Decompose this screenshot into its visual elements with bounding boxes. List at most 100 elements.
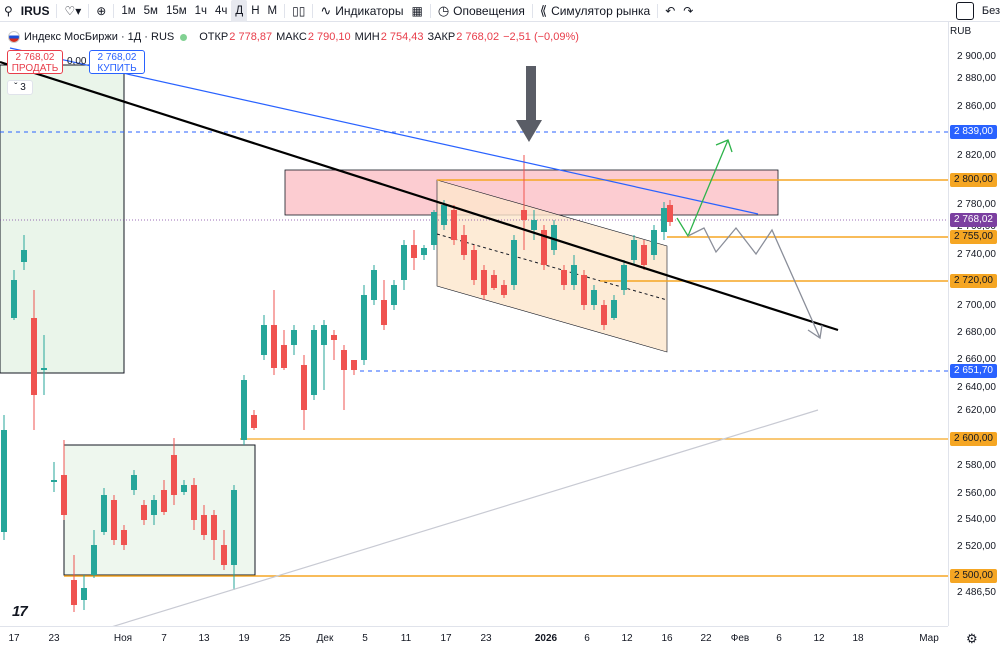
settings-icon[interactable]: ⚙ xyxy=(966,631,978,646)
candle-down xyxy=(61,475,67,515)
forecast-grey-path[interactable] xyxy=(687,226,821,339)
plus-icon[interactable]: ⊕ xyxy=(96,3,107,18)
price-tick-label: 2 560,00 xyxy=(957,488,996,499)
toolbar-divider xyxy=(113,3,115,18)
interval-5m[interactable]: 5м xyxy=(143,4,158,17)
price-level-tag[interactable]: 2 500,00 xyxy=(950,569,997,583)
candle-down xyxy=(351,360,357,370)
price-tick-label: 2 486,50 xyxy=(957,587,996,598)
candle-down xyxy=(341,350,347,370)
undo-icon[interactable]: ↶ xyxy=(665,3,676,18)
price-level-tag[interactable]: 2 651,70 xyxy=(950,364,997,378)
buy-button[interactable]: 2 768,02 КУПИТЬ xyxy=(89,50,145,74)
layout-button[interactable] xyxy=(955,1,974,20)
time-tick-label: 22 xyxy=(700,633,712,644)
trendline-blue[interactable] xyxy=(9,47,759,215)
indicators-collapse-button[interactable]: ˇ 3 xyxy=(7,80,33,95)
price-tick-label: 2 860,00 xyxy=(957,101,996,112)
toolbar-divider xyxy=(657,3,659,18)
interval-1w[interactable]: Н xyxy=(251,4,260,17)
candle-down xyxy=(141,505,147,520)
candle-down xyxy=(601,305,607,325)
interval-1mo[interactable]: М xyxy=(267,4,278,17)
interval-15m[interactable]: 15м xyxy=(165,4,187,17)
open-label: ОТКР xyxy=(199,31,229,43)
currency-label[interactable]: RUB xyxy=(950,26,972,37)
down-arrow-annotation[interactable] xyxy=(516,66,542,142)
buy-label: КУПИТЬ xyxy=(97,63,137,74)
candle-up xyxy=(421,248,427,255)
replay-button[interactable]: ⟪ Симулятор рынка xyxy=(536,0,654,22)
candle-down xyxy=(641,245,647,265)
candle-down xyxy=(541,230,547,265)
interval-1d[interactable]: Д xyxy=(231,0,248,22)
toolbar-right: Без xyxy=(955,0,1000,22)
candle-up xyxy=(391,285,397,305)
candle-down xyxy=(111,500,117,540)
price-level-tag[interactable]: 2 755,00 xyxy=(950,230,997,244)
candles-icon[interactable]: ▯▯ xyxy=(292,3,306,18)
time-tick-label: 16 xyxy=(661,633,673,644)
candle-down xyxy=(491,275,497,288)
interval-1h[interactable]: 1ч xyxy=(194,4,208,17)
green-box-left[interactable] xyxy=(0,64,125,374)
tradingview-logo[interactable]: 17 xyxy=(12,603,28,620)
search-icon[interactable]: ⚲ xyxy=(4,3,13,18)
price-tick-label: 2 580,00 xyxy=(957,460,996,471)
price-tick-label: 2 660,00 xyxy=(957,354,996,365)
layout-grid-icon[interactable]: ▦ xyxy=(411,3,423,18)
interval-1m[interactable]: 1м xyxy=(121,4,136,17)
time-tick-label: 17 xyxy=(8,633,20,644)
price-level-tag[interactable]: 2 720,00 xyxy=(950,274,997,288)
trendline-black[interactable] xyxy=(0,60,839,332)
save-label[interactable]: Без xyxy=(981,4,1000,17)
trendline-grey[interactable] xyxy=(108,409,819,626)
price-level-tag[interactable]: 2 600,00 xyxy=(950,432,997,446)
candle-down xyxy=(471,250,477,280)
time-tick-label: 23 xyxy=(480,633,492,644)
heart-icon[interactable]: ♡▾ xyxy=(64,3,82,18)
candle-up xyxy=(151,500,157,515)
time-tick-label: 25 xyxy=(279,633,291,644)
replay-icon: ⟪ xyxy=(539,2,548,18)
forecast-grey-arrowhead xyxy=(807,324,823,340)
price-tick-label: 2 680,00 xyxy=(957,327,996,338)
price-axis[interactable]: 2 900,002 880,002 860,002 840,002 820,00… xyxy=(948,22,1000,626)
price-tick-label: 2 520,00 xyxy=(957,541,996,552)
candle-up xyxy=(241,380,247,440)
time-tick-label: 12 xyxy=(813,633,825,644)
top-toolbar: ⚲ IRUS ♡▾ ⊕ 1м 5м 15м 1ч 4ч Д Н М ▯▯ ∿ Ин… xyxy=(0,0,1000,22)
symbol-title[interactable]: Индекс МосБиржи · 1Д · RUS xyxy=(24,31,175,43)
price-chart[interactable] xyxy=(0,0,948,626)
close-label: ЗАКР xyxy=(427,31,456,43)
price-level-tag[interactable]: 2 768,02 xyxy=(950,213,997,227)
price-level-tag[interactable]: 2 800,00 xyxy=(950,173,997,187)
time-tick-label: 13 xyxy=(198,633,210,644)
low-value: 2 754,43 xyxy=(380,31,424,43)
price-tick-label: 2 740,00 xyxy=(957,249,996,260)
toolbar-divider xyxy=(312,3,314,18)
candle-up xyxy=(321,325,327,345)
price-tick-label: 2 640,00 xyxy=(957,382,996,393)
price-tick-label: 2 880,00 xyxy=(957,73,996,84)
alerts-button[interactable]: ◷ Оповещения xyxy=(434,0,529,22)
candle-down xyxy=(161,490,167,512)
sell-button[interactable]: 2 768,02 ПРОДАТЬ xyxy=(7,50,63,74)
redo-icon[interactable]: ↷ xyxy=(683,3,694,18)
time-tick-label: 11 xyxy=(400,633,412,644)
candle-down xyxy=(171,455,177,495)
time-tick-label: Дек xyxy=(316,633,334,644)
time-axis[interactable]: 17 23 Ноя 7 13 19 25 Дек 5 11 17 23 2026 6 12 16 22 Фев 6 1… xyxy=(0,626,948,652)
candle-up xyxy=(531,220,537,230)
time-tick-label: 6 xyxy=(584,633,590,644)
chart-legend: Индекс МосБиржи · 1Д · RUS ОТКР 2 778,87 … xyxy=(8,31,579,43)
price-level-tag[interactable]: 2 839,00 xyxy=(950,125,997,139)
candle-up xyxy=(551,225,557,250)
interval-4h[interactable]: 4ч xyxy=(215,4,228,17)
descending-channel[interactable] xyxy=(436,179,668,353)
indicators-button[interactable]: ∿ Индикаторы xyxy=(316,0,407,22)
candle-down xyxy=(31,318,37,395)
open-value: 2 778,87 xyxy=(229,31,273,43)
alarm-icon: ◷ xyxy=(437,2,450,18)
ticker-symbol[interactable]: IRUS xyxy=(20,3,50,18)
